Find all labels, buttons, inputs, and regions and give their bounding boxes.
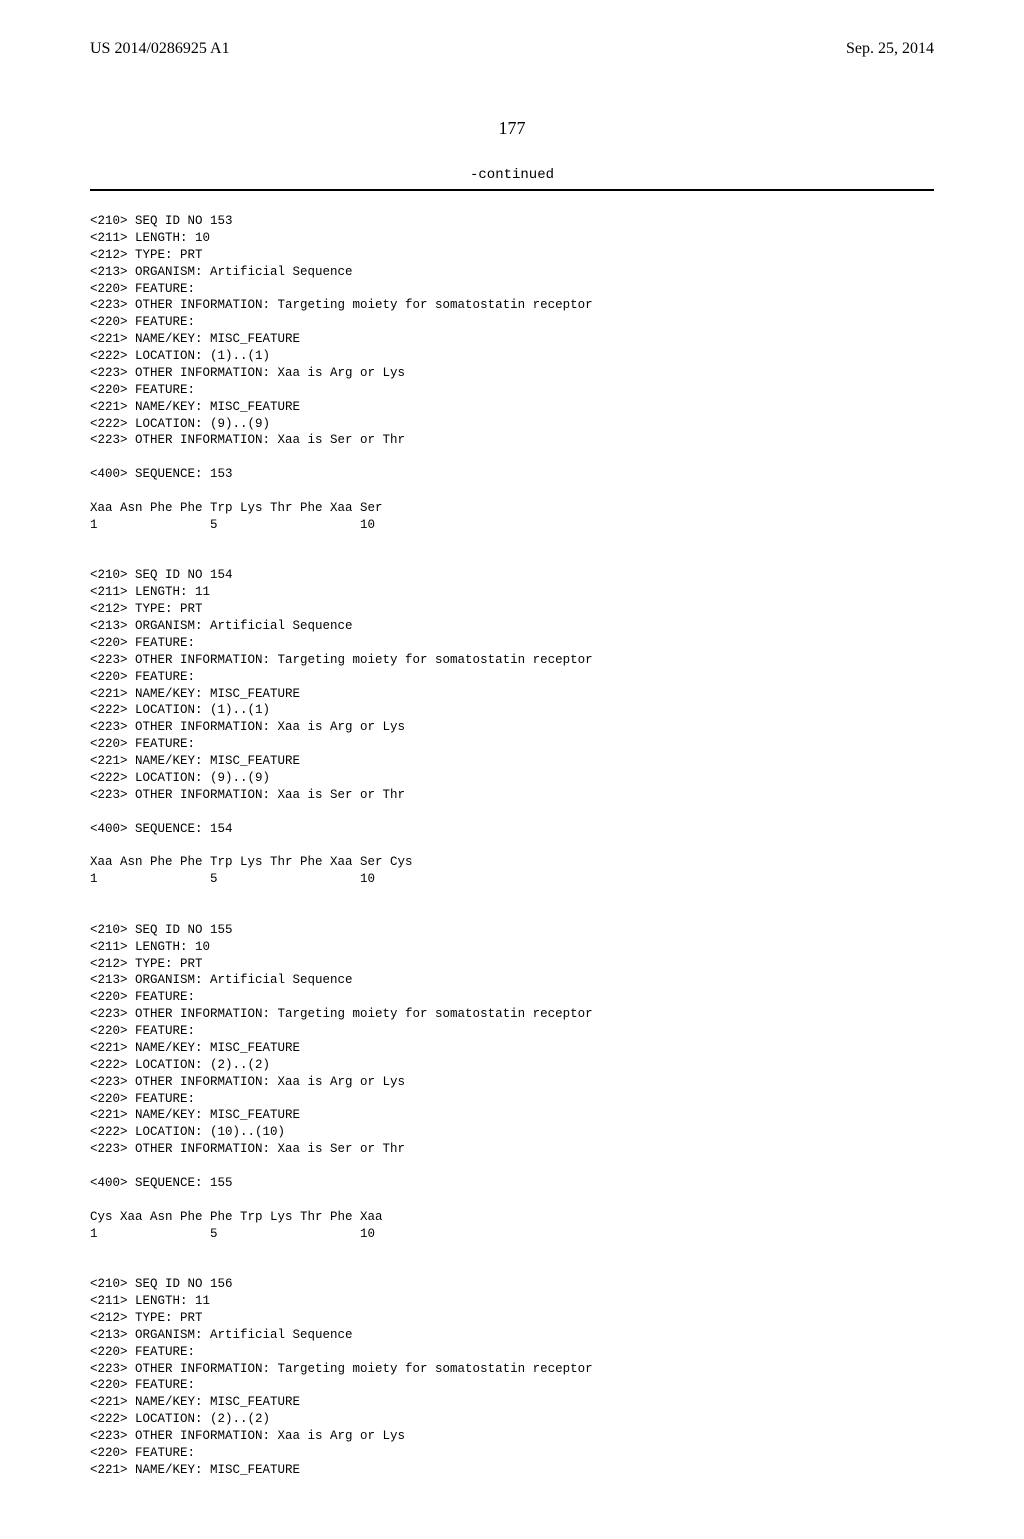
sequence-listing: <210> SEQ ID NO 153 <211> LENGTH: 10 <21… — [90, 213, 934, 1479]
page-number: 177 — [90, 118, 934, 139]
section-divider — [90, 189, 934, 191]
page-header: US 2014/0286925 A1 Sep. 25, 2014 — [90, 40, 934, 58]
publication-date: Sep. 25, 2014 — [846, 40, 934, 58]
continued-label: -continued — [90, 167, 934, 183]
page-container: US 2014/0286925 A1 Sep. 25, 2014 177 -co… — [0, 0, 1024, 1539]
publication-id: US 2014/0286925 A1 — [90, 40, 230, 58]
